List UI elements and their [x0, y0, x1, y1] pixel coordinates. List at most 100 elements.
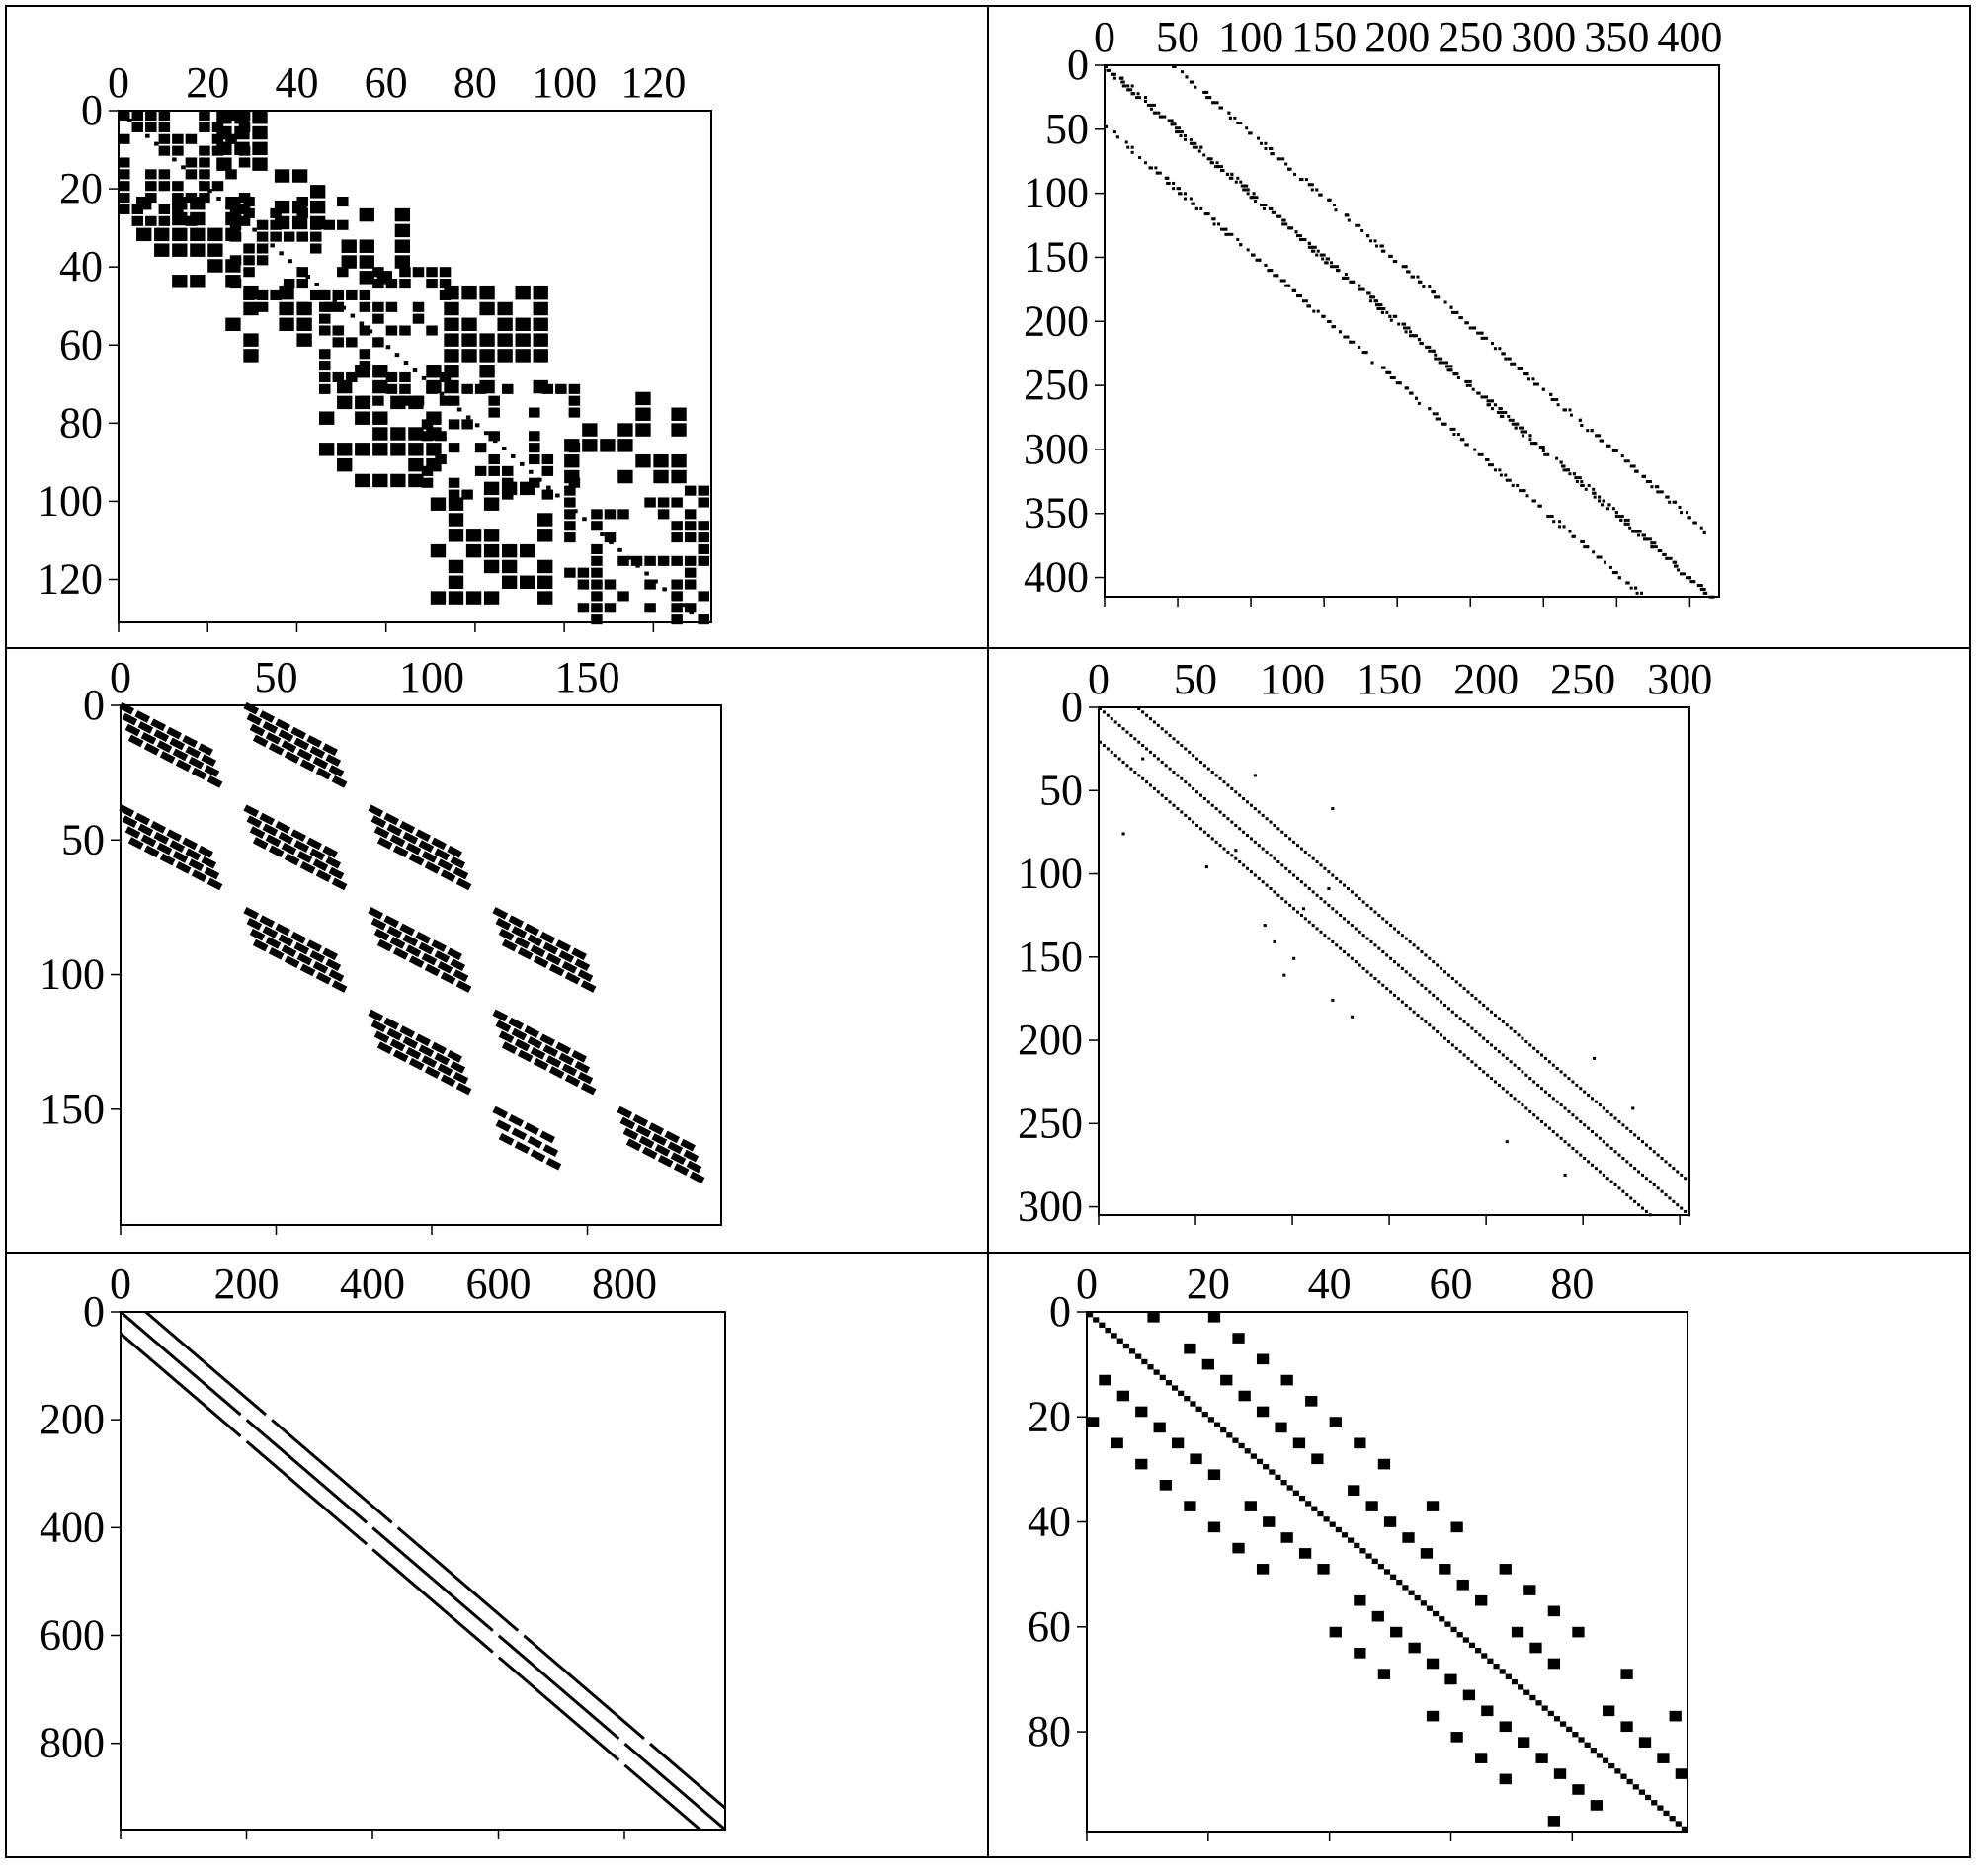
nonzero-block	[684, 567, 697, 578]
nonzero-mark	[1360, 228, 1364, 232]
nonzero-mark	[1373, 239, 1377, 243]
nonzero-mark	[609, 539, 614, 544]
y-tick-label: 350	[1024, 489, 1089, 537]
nonzero-mark	[1592, 487, 1596, 491]
nonzero-block	[243, 333, 259, 347]
nonzero-block	[520, 543, 535, 558]
nonzero-mark	[1228, 176, 1232, 180]
nonzero-block	[270, 231, 282, 242]
nonzero-mark	[1377, 1564, 1384, 1570]
nonzero-mark	[1228, 116, 1232, 120]
nonzero-mark	[1578, 418, 1582, 422]
nonzero-mark	[1377, 980, 1381, 984]
nonzero-mark	[1499, 414, 1503, 418]
nonzero-mark	[1572, 1732, 1579, 1738]
nonzero-mark	[1631, 530, 1635, 533]
nonzero-block	[1377, 1458, 1391, 1470]
nonzero-block	[501, 465, 514, 476]
nonzero-block	[537, 591, 553, 605]
nonzero-block	[1159, 1480, 1172, 1491]
nonzero-block	[461, 333, 477, 347]
nonzero-mark	[1443, 422, 1447, 426]
nonzero-mark	[1299, 880, 1303, 884]
nonzero-mark	[1304, 299, 1308, 303]
nonzero-mark	[1563, 1173, 1567, 1177]
nonzero-block	[537, 575, 553, 589]
nonzero-mark	[1617, 576, 1621, 580]
nonzero-mark	[1626, 459, 1630, 463]
nonzero-mark	[1458, 316, 1462, 320]
nonzero-mark	[1409, 391, 1413, 395]
nonzero-mark	[1192, 820, 1195, 824]
nonzero-mark	[1501, 411, 1505, 415]
nonzero-block	[461, 489, 473, 500]
nonzero-mark	[1341, 1532, 1349, 1538]
nonzero-mark	[1477, 452, 1481, 456]
nonzero-block	[385, 301, 398, 312]
nonzero-mark	[1358, 223, 1361, 227]
nonzero-block	[131, 111, 144, 122]
nonzero-mark	[1323, 866, 1327, 870]
nonzero-block	[1402, 1532, 1415, 1543]
nonzero-mark	[1663, 1810, 1670, 1817]
nonzero-mark	[1535, 1700, 1542, 1706]
nonzero-mark	[1224, 227, 1228, 231]
nonzero-diagonal	[120, 1310, 726, 1832]
nonzero-mark	[1413, 334, 1417, 338]
nonzero-dash	[625, 1138, 707, 1185]
nonzero-mark	[1374, 244, 1378, 248]
nonzero-mark	[1189, 197, 1193, 201]
nonzero-mark	[1442, 1036, 1446, 1040]
nonzero-mark	[1529, 442, 1533, 446]
nonzero-block	[1499, 1773, 1512, 1785]
nonzero-mark	[1183, 137, 1187, 141]
nonzero-block	[199, 122, 210, 132]
nonzero-mark	[1625, 1160, 1629, 1164]
nonzero-mark	[1275, 1474, 1281, 1481]
nonzero-mark	[1327, 887, 1331, 891]
nonzero-mark	[1268, 206, 1272, 210]
nonzero-mark	[1449, 305, 1453, 309]
nonzero-block	[346, 337, 358, 348]
nonzero-block	[435, 453, 447, 465]
nonzero-mark	[1504, 411, 1508, 415]
y-tick-label: 0	[1061, 683, 1083, 731]
nonzero-mark	[1344, 273, 1348, 277]
nonzero-block	[439, 279, 452, 289]
y-tick-label: 200	[1024, 296, 1089, 345]
nonzero-mark	[1280, 1480, 1287, 1486]
nonzero-mark	[1419, 280, 1423, 284]
nonzero-mark	[1195, 1406, 1202, 1412]
nonzero-block	[359, 301, 371, 312]
nonzero-mark	[1629, 586, 1633, 590]
nonzero-mark	[1621, 1157, 1625, 1161]
nonzero-mark	[1540, 1087, 1544, 1091]
nonzero-block	[408, 457, 424, 472]
nonzero-mark	[537, 477, 542, 482]
nonzero-mark	[1559, 460, 1563, 464]
nonzero-mark	[1159, 1374, 1166, 1381]
nonzero-mark	[1586, 429, 1590, 433]
nonzero-block	[533, 285, 548, 300]
x-tick-label: 0	[1094, 13, 1115, 61]
nonzero-mark	[1282, 279, 1286, 283]
nonzero-block	[145, 181, 157, 192]
nonzero-block	[408, 427, 424, 441]
nonzero-block	[309, 185, 326, 199]
nonzero-mark	[1172, 803, 1176, 807]
nonzero-mark	[1215, 161, 1219, 165]
nonzero-mark	[1303, 883, 1307, 887]
nonzero-block	[671, 614, 683, 625]
nonzero-block	[359, 239, 374, 253]
nonzero-mark	[1327, 903, 1331, 907]
nonzero-mark	[1547, 1710, 1554, 1717]
nonzero-block	[234, 141, 250, 156]
nonzero-block	[158, 169, 171, 180]
nonzero-mark	[1192, 786, 1195, 790]
nonzero-block	[1311, 1453, 1324, 1465]
nonzero-mark	[1189, 80, 1193, 84]
nonzero-mark	[1404, 386, 1408, 390]
nonzero-mark	[1218, 810, 1222, 814]
nonzero-mark	[1317, 1510, 1324, 1517]
nonzero-mark	[1172, 181, 1176, 185]
